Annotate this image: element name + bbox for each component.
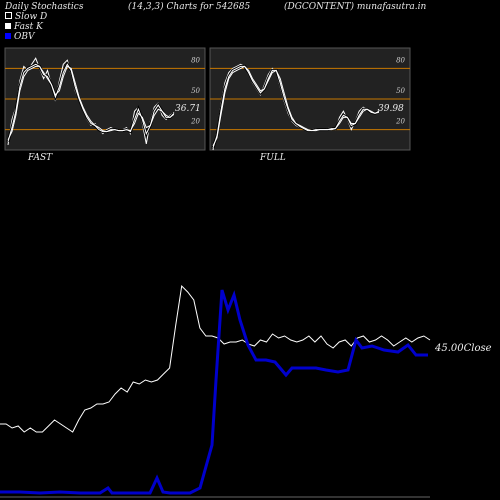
y-tick-label: 50 <box>396 87 405 95</box>
last-value-label: 36.71 <box>175 104 201 114</box>
series-line-s <box>212 65 380 147</box>
chart-source: (DGCONTENT) munafasutra.in <box>284 2 427 12</box>
stoch-panel-full: 80 50 20 39.98 FULL <box>209 47 411 163</box>
legend-item-obv: OBV <box>5 32 35 42</box>
panel-label: FULL <box>259 153 286 163</box>
y-tick-label: 80 <box>191 56 200 64</box>
last-value-label: 39.98 <box>378 104 404 114</box>
y-tick-label: 20 <box>395 118 405 126</box>
legend-item-slow-d: Slow D <box>5 12 47 22</box>
legend-swatch-obv <box>5 33 11 39</box>
close-value-label: 45.00Close <box>434 343 492 354</box>
series-line-d <box>7 63 175 142</box>
chart-params: (14,3,3) Charts for 542685 <box>128 2 251 12</box>
obv-line <box>0 289 428 495</box>
legend-swatch-fast-k <box>5 23 11 29</box>
panel-label: FAST <box>27 153 53 163</box>
price-obv-panel: 45.00Close <box>0 284 492 498</box>
legend-item-fast-k: Fast K <box>5 22 43 32</box>
y-tick-label: 20 <box>190 118 200 126</box>
y-tick-label: 80 <box>396 56 405 64</box>
legend-label-slow-d: Slow D <box>15 12 48 22</box>
series-line-k <box>212 63 380 151</box>
legend-swatch-slow-d <box>5 12 12 19</box>
y-tick-label: 50 <box>191 87 200 95</box>
stoch-panel-fast: 80 50 20 36.71 FAST <box>4 47 206 163</box>
chart-title: Daily Stochastics <box>5 2 84 12</box>
price-line <box>0 284 431 433</box>
series-line-k <box>7 57 175 145</box>
legend-label-obv: OBV <box>14 32 35 42</box>
series-line-s <box>7 65 175 141</box>
legend-label-fast-k: Fast K <box>14 22 43 32</box>
